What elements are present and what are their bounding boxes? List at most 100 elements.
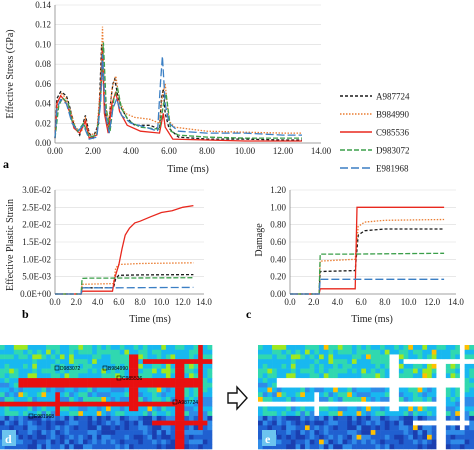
map-cell	[179, 349, 185, 355]
map-cell	[366, 368, 371, 374]
map-cell	[366, 430, 371, 436]
map-cell	[50, 345, 56, 351]
map-cell	[147, 401, 153, 407]
map-cell	[309, 363, 315, 369]
map-cell	[129, 387, 134, 393]
map-cell	[351, 359, 357, 365]
map-cell	[314, 349, 320, 355]
map-cell	[152, 406, 157, 412]
map-cell	[133, 359, 139, 365]
map-cell	[0, 387, 5, 393]
map-cell	[417, 359, 423, 365]
map-cell	[455, 401, 461, 407]
map-cell	[337, 382, 343, 388]
map-cell	[450, 430, 456, 436]
map-cell	[133, 425, 139, 431]
map-cell	[36, 430, 42, 436]
map-cell	[436, 397, 442, 403]
map-cell	[441, 378, 447, 384]
map-cell	[46, 349, 51, 355]
map-cell	[441, 425, 447, 431]
map-cell	[290, 368, 296, 374]
map-cell	[46, 415, 51, 421]
map-cell	[152, 425, 157, 431]
map-cell	[455, 430, 461, 436]
map-cell	[142, 411, 148, 417]
map-cell	[427, 434, 433, 440]
map-cell	[394, 425, 400, 431]
map-cell	[323, 430, 329, 436]
map-cell	[50, 382, 56, 388]
map-cell	[198, 354, 204, 360]
map-cell	[445, 354, 451, 360]
map-cell	[115, 397, 121, 403]
map-cell	[59, 373, 65, 379]
map-cell	[110, 420, 116, 426]
map-cell	[46, 373, 51, 379]
map-cell	[276, 444, 282, 450]
map-cell	[258, 411, 263, 417]
map-cell	[106, 411, 111, 417]
map-cell	[469, 359, 474, 365]
map-cell	[384, 359, 390, 365]
map-cell	[87, 430, 93, 436]
map-cell	[347, 382, 353, 388]
map-cell	[193, 397, 199, 403]
map-cell	[450, 420, 456, 426]
map-cell	[366, 378, 371, 384]
map-cell	[403, 411, 409, 417]
map-cell	[370, 406, 376, 412]
map-cell	[464, 382, 470, 388]
map-cell	[184, 406, 190, 412]
map-cell	[394, 415, 400, 421]
map-cell	[469, 439, 474, 445]
map-cell	[427, 349, 433, 355]
map-cell	[455, 359, 461, 365]
map-cell	[161, 378, 167, 384]
map-cell	[361, 401, 367, 407]
map-cell	[272, 425, 278, 431]
map-cell	[101, 359, 107, 365]
map-cell	[370, 420, 376, 426]
damage-x-ticks: 0.0 2.0 4.0 6.0 8.0 10.0 12.0 14.0	[284, 297, 464, 307]
map-cell	[87, 439, 93, 445]
map-cell	[133, 349, 139, 355]
map-cell	[170, 444, 176, 450]
map-cell	[36, 444, 42, 450]
map-cell	[27, 434, 33, 440]
map-cell	[32, 401, 38, 407]
map-cell	[258, 406, 263, 412]
map-cell	[323, 345, 329, 351]
map-cell	[202, 430, 208, 436]
y-tick-label: 1.00	[270, 202, 286, 212]
map-cell	[417, 373, 423, 379]
map-cell	[119, 378, 125, 384]
map-cell	[138, 444, 144, 450]
map-cell	[129, 434, 134, 440]
y-tick-label: 0.00	[35, 138, 51, 148]
map-cell	[87, 434, 93, 440]
map-cell	[337, 425, 343, 431]
map-cell	[272, 363, 278, 369]
map-cell	[59, 359, 65, 365]
map-cell	[36, 392, 42, 398]
map-cell	[96, 406, 102, 412]
map-cell	[403, 392, 409, 398]
map-cell	[13, 397, 19, 403]
map-cell	[198, 425, 204, 431]
map-cell	[170, 411, 176, 417]
map-cell	[165, 354, 171, 360]
map-cell	[431, 439, 437, 445]
map-cell	[23, 425, 28, 431]
map-cell	[50, 359, 56, 365]
map-cell	[337, 354, 343, 360]
map-cell	[333, 425, 339, 431]
map-cell	[46, 359, 51, 365]
map-cell	[59, 434, 65, 440]
map-cell	[304, 373, 310, 379]
map-cell	[450, 397, 456, 403]
map-cell	[398, 397, 404, 403]
map-cell	[441, 349, 447, 355]
map-cell	[18, 345, 24, 351]
map-cell	[276, 406, 282, 412]
